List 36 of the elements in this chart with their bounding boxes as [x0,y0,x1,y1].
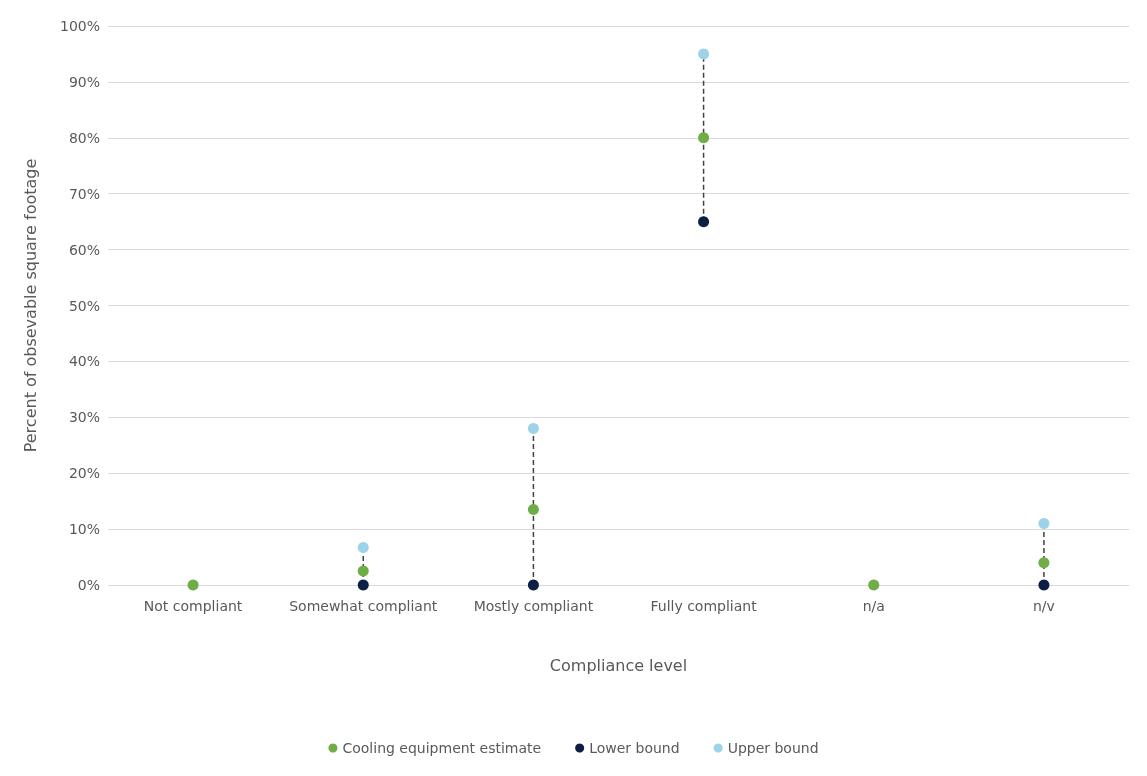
y-tick-label: 50% [68,297,100,314]
point [357,542,369,554]
y-tick-label: 90% [68,73,100,90]
point [527,422,539,434]
point [357,579,369,591]
legend-label: Upper bound [727,740,819,756]
point [527,579,539,591]
y-tick-label: 60% [68,241,100,258]
y-tick-label: 100% [59,18,100,34]
point [527,504,539,516]
x-tick-label: Mostly compliant [473,598,594,614]
point [1038,579,1050,591]
point [698,48,710,60]
y-tick-label: 30% [68,409,100,426]
y-tick-label: 80% [68,129,100,146]
x-tick-label: Not compliant [143,598,243,614]
x-tick-label: n/a [862,598,885,614]
y-axis-title: Percent of obsevable square footage [20,158,40,453]
point [1038,557,1050,569]
x-axis-title: Compliance level [549,655,688,675]
x-tick-label: Fully compliant [650,598,758,614]
point [698,216,710,228]
legend-label: Cooling equipment estimate [342,740,542,756]
point [698,132,710,144]
point [868,579,880,591]
x-tick-label: n/v [1032,598,1055,614]
y-tick-label: 40% [68,353,100,370]
point [357,565,369,577]
x-tick-label: Somewhat compliant [289,598,438,614]
point [1038,518,1050,530]
y-tick-label: 0% [77,577,100,593]
y-tick-label: 10% [68,521,100,538]
y-tick-label: 70% [68,185,100,202]
point [187,579,199,591]
y-tick-label: 20% [68,465,100,482]
legend-label: Lower bound [589,740,680,756]
